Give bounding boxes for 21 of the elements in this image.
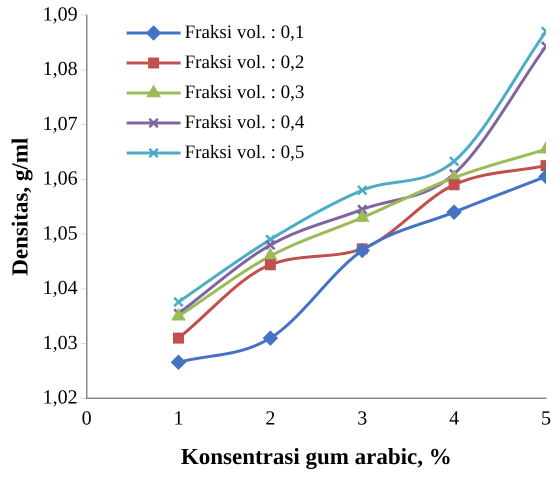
legend-label: Fraksi vol. : 0,4: [184, 112, 305, 133]
legend-label: Fraksi vol. : 0,1: [184, 22, 304, 43]
x-tick-label: 2: [265, 408, 276, 430]
x-tick-label: 0: [82, 408, 92, 430]
legend-label: Fraksi vol. : 0,3: [184, 82, 304, 103]
x-tick-label: 3: [357, 408, 368, 430]
x-tick-label: 4: [449, 408, 460, 430]
y-tick-label: 1,07: [42, 112, 78, 135]
y-tick-label: 1,06: [42, 168, 78, 190]
y-tick-label: 1,08: [42, 58, 78, 80]
y-tick-label: 1,02: [42, 386, 78, 409]
x-tick-label: 1: [173, 408, 184, 430]
x-axis-title: Konsentrasi gum arabic, %: [180, 444, 452, 470]
y-tick-label: 1,05: [42, 222, 78, 244]
legend-label: Fraksi vol. : 0,2: [184, 52, 304, 73]
y-tick-label: 1,04: [42, 277, 78, 300]
legend-label: Fraksi vol. : 0,5: [184, 142, 304, 163]
y-tick-label: 1,09: [42, 3, 78, 26]
x-tick-label: 5: [541, 408, 551, 430]
y-axis-title: Densitas, g/ml: [8, 138, 34, 276]
y-tick-label: 1,03: [42, 332, 78, 354]
